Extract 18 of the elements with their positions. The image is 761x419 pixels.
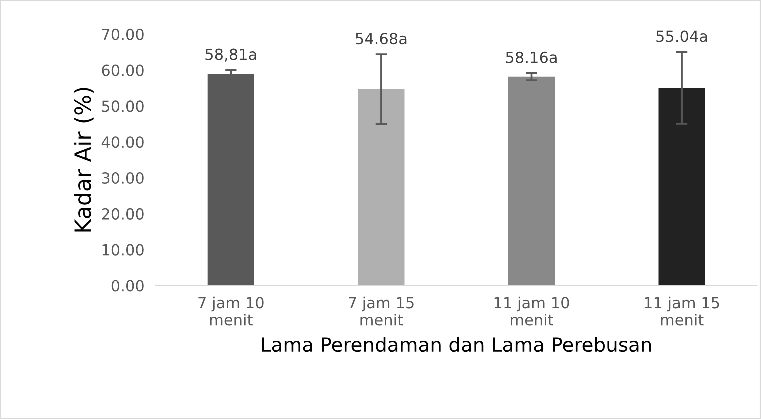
x-tick-label: 7 jam 15 menit [349, 296, 414, 326]
y-tick-label: 60.00 [102, 64, 144, 76]
y-tick-label: 10.00 [102, 244, 144, 256]
y-tick-label: 0.00 [112, 280, 144, 292]
y-tick-label: 20.00 [102, 208, 144, 220]
y-tick-label: 40.00 [102, 136, 144, 148]
y-tick-label: 70.00 [102, 28, 144, 40]
data-label: 54.68a [356, 33, 407, 45]
y-axis-title: Kadar Air (%) [74, 88, 94, 232]
y-tick-label: 30.00 [102, 172, 144, 184]
data-label: 55.04a [656, 30, 708, 42]
x-tick-label: 11 jam 15 menit [645, 296, 720, 326]
y-tick-label: 50.00 [102, 100, 144, 112]
data-label: 58.16a [506, 52, 557, 64]
x-tick-label: 11 jam 10 menit [494, 296, 570, 326]
x-axis-title: Lama Perendaman dan Lama Perebusan [262, 337, 652, 352]
data-label: 58,81a [206, 48, 256, 62]
x-tick-label: 7 jam 10 menit [198, 296, 264, 326]
